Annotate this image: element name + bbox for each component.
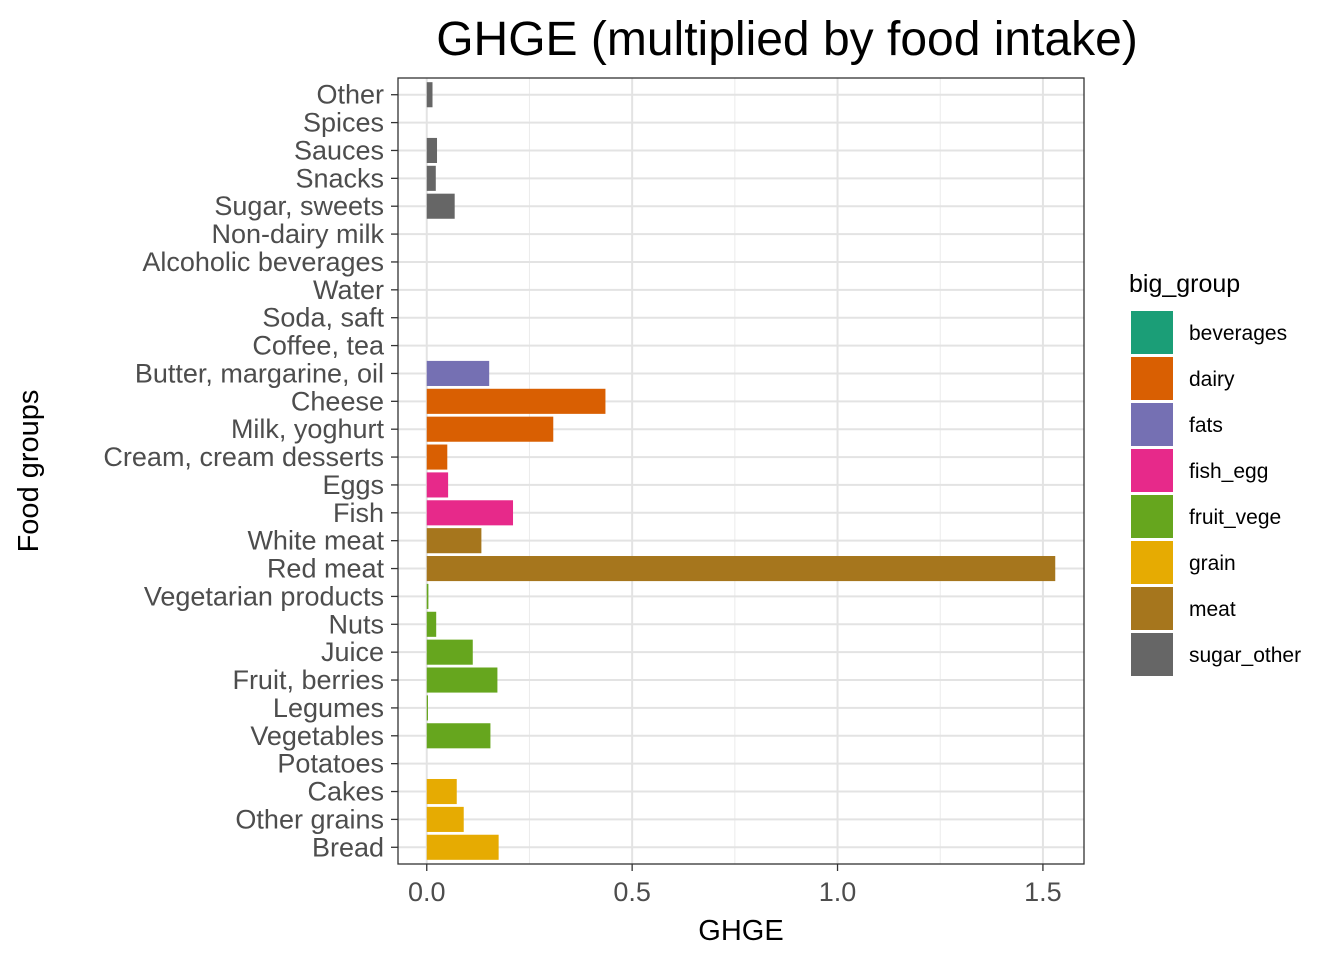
bar — [426, 639, 473, 665]
bar — [426, 583, 429, 609]
y-tick-label: Potatoes — [277, 749, 384, 779]
chart-title: GHGE (multiplied by food intake) — [436, 13, 1138, 66]
bar — [426, 611, 437, 637]
y-tick-label: Vegetables — [250, 721, 384, 751]
legend-swatch — [1131, 587, 1173, 630]
bar — [426, 528, 482, 554]
bar — [426, 444, 448, 470]
y-tick-label: Fish — [333, 498, 384, 528]
y-tick-label: Water — [313, 275, 384, 305]
y-tick-label: Nuts — [328, 609, 384, 639]
y-tick-label: Spices — [303, 108, 384, 138]
bars — [426, 82, 1056, 860]
y-tick-label: Coffee, tea — [252, 331, 385, 361]
panel-border — [397, 77, 1085, 865]
y-tick-label: Cheese — [291, 386, 384, 416]
y-tick-label: Legumes — [273, 693, 384, 723]
bar — [426, 360, 490, 386]
y-tick-label: Red meat — [267, 554, 385, 584]
y-tick-label: Eggs — [322, 470, 384, 500]
bar — [426, 695, 428, 721]
y-tick-label: Sugar, sweets — [214, 191, 384, 221]
grid — [398, 78, 1084, 864]
bar — [426, 834, 499, 860]
x-tick-label: 1.5 — [1024, 877, 1062, 907]
bar — [426, 667, 498, 693]
x-axis-title: GHGE — [698, 915, 783, 947]
legend-label: grain — [1189, 552, 1236, 575]
y-tick-label: Snacks — [295, 163, 384, 193]
bar — [426, 165, 436, 191]
bar — [426, 137, 438, 164]
legend-swatch — [1131, 311, 1173, 354]
legend-swatch — [1131, 449, 1173, 492]
bar — [426, 556, 1056, 582]
y-tick-label: Cakes — [307, 777, 384, 807]
y-tick-label: Juice — [321, 637, 384, 667]
y-tick-label: Other grains — [235, 804, 384, 834]
y-tick-label: Milk, yoghurt — [231, 414, 385, 444]
legend-label: beverages — [1189, 322, 1287, 345]
y-tick-label: Soda, saft — [262, 303, 384, 333]
legend-swatch — [1131, 403, 1173, 446]
legend-label: meat — [1189, 598, 1236, 621]
x-tick-label: 0.0 — [408, 877, 446, 907]
bar — [426, 193, 455, 219]
y-tick-label: Alcoholic beverages — [142, 247, 384, 277]
x-tick-label: 0.5 — [613, 877, 651, 907]
legend-label: fats — [1189, 414, 1223, 437]
y-tick-label: Fruit, berries — [232, 665, 384, 695]
y-tick-label: Cream, cream desserts — [103, 442, 384, 472]
y-tick-label: White meat — [247, 526, 384, 556]
bar — [426, 472, 449, 498]
bar — [426, 82, 433, 108]
y-tick-label: Bread — [312, 832, 384, 862]
bar — [426, 388, 606, 414]
bar — [426, 778, 457, 805]
legend-swatch — [1131, 357, 1173, 400]
y-tick-label: Butter, margarine, oil — [135, 358, 384, 388]
legend-label: dairy — [1189, 368, 1235, 391]
x-tick-label: 1.0 — [819, 877, 857, 907]
y-axis-title: Food groups — [13, 390, 45, 553]
bar — [426, 416, 554, 442]
legend: big_group beverages dairy fats fish_eggfrui… — [1129, 270, 1301, 676]
y-tick-label: Non-dairy milk — [211, 219, 384, 249]
bar — [426, 806, 464, 832]
bar — [426, 723, 491, 749]
legend-swatch — [1131, 633, 1173, 676]
legend-title: big_group — [1129, 270, 1240, 298]
legend-label: fruit_vege — [1189, 506, 1281, 529]
legend-swatch — [1131, 541, 1173, 584]
legend-swatch — [1131, 495, 1173, 538]
y-tick-label: Other — [316, 80, 384, 110]
y-tick-label: Vegetarian products — [144, 581, 384, 611]
legend-label: fish_egg — [1189, 460, 1268, 483]
bar — [426, 500, 514, 526]
x-axis: 0.0 0.5 1.0 1.5 — [408, 864, 1062, 907]
legend-label: sugar_other — [1189, 644, 1301, 667]
y-tick-label: Sauces — [294, 135, 384, 165]
